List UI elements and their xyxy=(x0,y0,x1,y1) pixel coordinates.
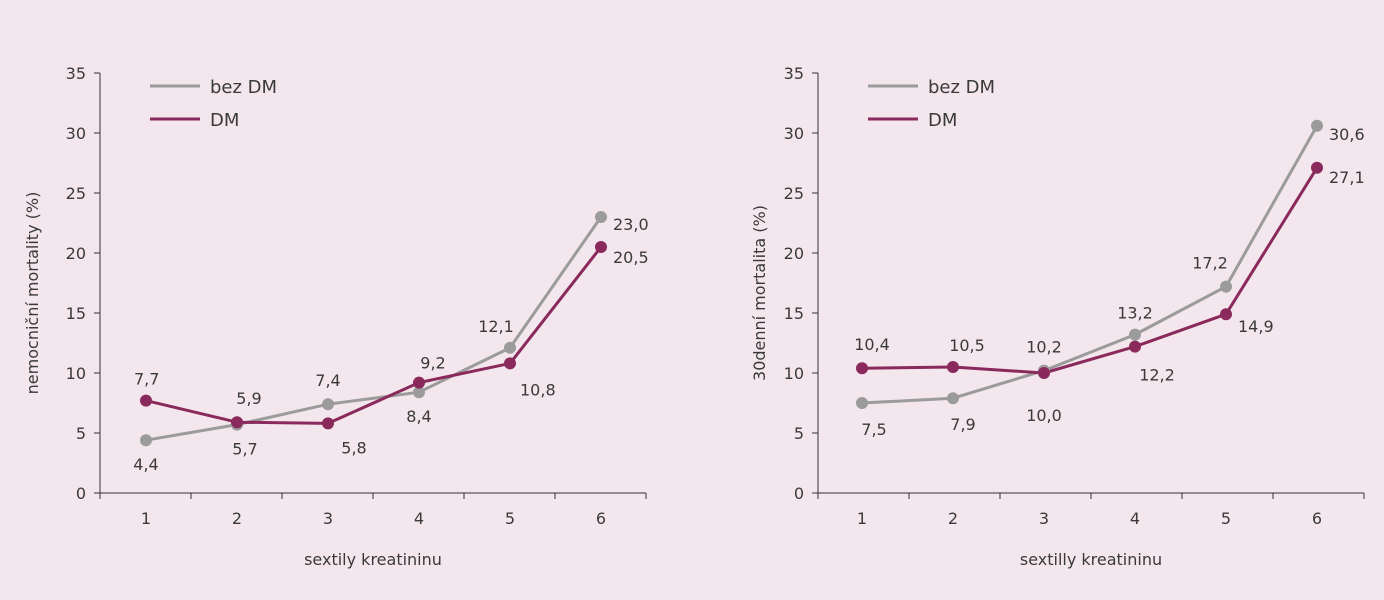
data-point xyxy=(947,361,959,373)
y-tick-label: 0 xyxy=(76,484,86,503)
data-label: 4,4 xyxy=(133,455,158,474)
data-point xyxy=(413,386,425,399)
chart-2: 0 5 10 15 20 25 30 35 1 2 3 4 5 6 sextilly kreatininu 3… xyxy=(750,64,1365,569)
x-axis-title: sextily kreatininu xyxy=(304,550,442,569)
data-point xyxy=(856,362,868,375)
data-point xyxy=(1038,367,1050,379)
data-label: 10,8 xyxy=(520,380,556,399)
x-tick-label: 2 xyxy=(948,509,958,528)
data-point xyxy=(140,434,152,447)
data-point xyxy=(595,211,607,223)
data-label: 30,6 xyxy=(1329,125,1365,144)
data-label: 10,5 xyxy=(949,336,985,355)
data-point xyxy=(504,357,516,370)
legend-label: DM xyxy=(210,110,239,131)
data-point xyxy=(947,392,959,405)
x-tick-label: 1 xyxy=(141,509,151,528)
data-point xyxy=(595,241,607,253)
series-line-bez-dm xyxy=(145,216,603,442)
data-point xyxy=(1129,340,1141,353)
data-point xyxy=(413,376,425,389)
data-point xyxy=(1311,119,1323,132)
data-point xyxy=(856,397,868,409)
y-tick-label: 25 xyxy=(66,184,86,203)
y-tick-label: 20 xyxy=(66,244,86,263)
y-tick-label: 35 xyxy=(784,64,804,83)
data-label: 7,4 xyxy=(315,371,340,390)
y-tick-label: 25 xyxy=(784,184,804,203)
data-label: 7,5 xyxy=(861,420,886,439)
data-point xyxy=(504,341,516,354)
legend-label: DM xyxy=(928,110,957,131)
data-label: 10,2 xyxy=(1026,338,1062,357)
data-label: 17,2 xyxy=(1192,254,1228,273)
y-tick-label: 0 xyxy=(794,484,804,503)
y-tick-label: 35 xyxy=(66,64,86,83)
data-label: 14,9 xyxy=(1238,317,1274,336)
y-tick-label: 5 xyxy=(794,424,804,443)
y-tick-label: 15 xyxy=(784,304,804,323)
y-tick-label: 10 xyxy=(784,364,804,383)
y-tick-label: 30 xyxy=(784,124,804,143)
data-label: 12,2 xyxy=(1139,366,1175,385)
data-label: 9,2 xyxy=(420,354,445,373)
legend-label: bez DM xyxy=(928,77,995,98)
x-axis-title: sextilly kreatininu xyxy=(1020,550,1162,569)
x-tick-label: 5 xyxy=(1221,509,1231,528)
x-tick-label: 3 xyxy=(1039,509,1049,528)
data-label: 20,5 xyxy=(613,248,649,267)
data-label: 5,7 xyxy=(232,440,257,459)
x-tick-label: 6 xyxy=(596,509,606,528)
data-label: 13,2 xyxy=(1117,304,1153,323)
x-tick-label: 3 xyxy=(323,509,333,528)
y-tick-label: 20 xyxy=(784,244,804,263)
data-point xyxy=(322,398,334,411)
x-tick-label: 4 xyxy=(1130,509,1140,528)
x-tick-label: 1 xyxy=(857,509,867,528)
data-point xyxy=(231,416,243,429)
series-line-bez-dm xyxy=(861,125,1319,405)
y-tick-label: 30 xyxy=(66,124,86,143)
data-point xyxy=(1129,328,1141,341)
x-tick-label: 2 xyxy=(232,509,242,528)
data-label: 12,1 xyxy=(478,317,514,336)
data-label: 10,0 xyxy=(1026,406,1062,425)
chart-1: 0 5 10 15 20 25 30 35 1 2 3 4 5 6 sextily kreatininu ne… xyxy=(23,64,649,569)
data-label: 10,4 xyxy=(854,335,890,354)
data-label: 5,9 xyxy=(236,389,261,408)
data-label: 7,7 xyxy=(134,370,159,389)
data-label: 7,9 xyxy=(950,415,975,434)
data-point xyxy=(1220,280,1232,293)
data-label: 23,0 xyxy=(613,215,649,234)
x-tick-label: 4 xyxy=(414,509,424,528)
x-tick-label: 5 xyxy=(505,509,515,528)
y-tick-label: 10 xyxy=(66,364,86,383)
data-point xyxy=(140,394,152,407)
y-axis-title: 30denní mortalita (%) xyxy=(750,205,769,381)
y-tick-label: 15 xyxy=(66,304,86,323)
legend-label: bez DM xyxy=(210,77,277,98)
series-line-dm xyxy=(145,246,603,425)
data-label: 8,4 xyxy=(406,407,431,426)
y-axis-title: nemocniční mortality (%) xyxy=(23,192,42,395)
series-line-dm xyxy=(861,167,1319,375)
data-point xyxy=(1311,161,1323,174)
data-point xyxy=(1220,308,1232,321)
y-tick-label: 5 xyxy=(76,424,86,443)
data-label: 27,1 xyxy=(1329,168,1365,187)
data-label: 5,8 xyxy=(341,438,366,457)
data-point xyxy=(322,417,334,430)
x-tick-label: 6 xyxy=(1312,509,1322,528)
